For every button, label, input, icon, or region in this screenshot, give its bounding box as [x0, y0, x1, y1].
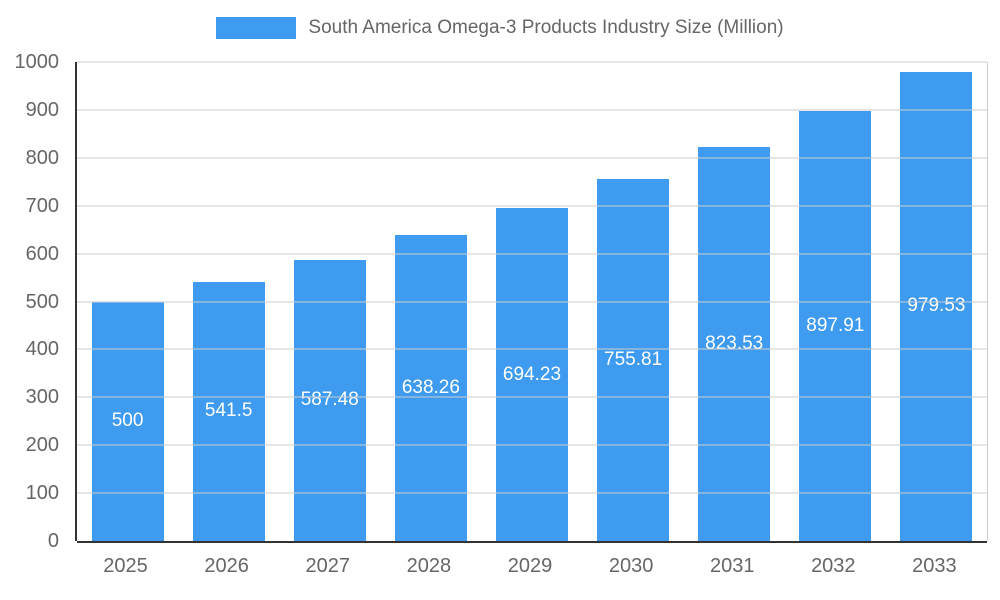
bar-slot: 694.23 — [481, 62, 582, 541]
y-tick-label: 0 — [47, 530, 59, 552]
gridline — [77, 61, 987, 63]
bar-slot: 755.81 — [583, 62, 684, 541]
gridline — [77, 444, 987, 446]
gridline — [77, 492, 987, 494]
bar-2026[interactable]: 541.5 — [192, 281, 265, 541]
y-tick-label: 600 — [25, 242, 59, 265]
gridline — [77, 396, 987, 398]
bar-2025[interactable]: 500 — [91, 301, 164, 541]
bars: 500 541.5 587.48 638.26 694.23 755.81 823.53 89… — [77, 62, 987, 541]
y-tick-label: 800 — [25, 146, 59, 169]
plot-area: 500 541.5 587.48 638.26 694.23 755.81 823.53 89… — [75, 61, 988, 543]
gridline — [77, 301, 987, 302]
bar-2029[interactable]: 694.23 — [495, 208, 568, 541]
chart-title: South America Omega-3 Products Industry … — [308, 17, 784, 38]
bar-value-label: 897.91 — [806, 314, 865, 336]
gridline — [77, 109, 987, 111]
bar-2027[interactable]: 587.48 — [293, 259, 366, 541]
x-tick-label: 2027 — [305, 555, 351, 577]
bar-value-label: 638.26 — [401, 377, 460, 399]
bar-value-label: 694.23 — [502, 363, 562, 385]
x-tick-label: 2029 — [507, 555, 553, 577]
y-tick-label: 1000 — [14, 51, 60, 73]
bar-slot: 500 — [77, 62, 178, 541]
bar-value-label: 587.48 — [300, 389, 359, 411]
bar-2030[interactable]: 755.81 — [597, 178, 670, 541]
x-tick-label: 2026 — [204, 555, 249, 577]
bar-slot: 541.5 — [178, 62, 279, 541]
legend: South America Omega-3 Products Industry … — [0, 15, 1000, 41]
gridline — [77, 253, 987, 255]
x-tick-label: 2025 — [103, 555, 148, 577]
y-tick-label: 700 — [25, 194, 59, 217]
bar-2031[interactable]: 823.53 — [698, 146, 771, 541]
y-tick-label: 300 — [25, 386, 59, 409]
x-tick-label: 2028 — [406, 555, 452, 577]
bar-slot: 638.26 — [380, 62, 481, 541]
bar-value-label: 823.53 — [705, 332, 764, 354]
bar-slot: 897.91 — [785, 62, 886, 541]
bar-2028[interactable]: 638.26 — [394, 235, 467, 541]
bar-value-label: 979.53 — [907, 295, 966, 317]
x-tick-label: 2032 — [811, 555, 856, 577]
bar-slot: 823.53 — [684, 62, 785, 541]
y-tick-label: 200 — [25, 434, 59, 457]
x-tick-label: 2030 — [608, 555, 654, 577]
bar-slot: 979.53 — [886, 62, 987, 541]
gridline — [77, 205, 987, 207]
y-tick-label: 500 — [25, 290, 59, 313]
bar-2032[interactable]: 897.91 — [799, 110, 872, 541]
x-axis-baseline — [77, 541, 987, 543]
bar-2033[interactable]: 979.53 — [900, 71, 973, 541]
y-tick-label: 100 — [25, 482, 59, 505]
bar-value-label: 755.81 — [604, 348, 663, 370]
y-tick-label: 900 — [25, 98, 59, 121]
bar-value-label: 500 — [111, 410, 144, 432]
y-tick-label: 400 — [25, 338, 59, 361]
gridline — [77, 157, 987, 159]
legend-swatch — [216, 17, 297, 39]
y-axis: 0 100 200 300 400 500 600 700 800 900 1000 — [0, 52, 67, 551]
bar-slot: 587.48 — [279, 62, 380, 541]
gridline — [77, 348, 987, 350]
bar-value-label: 541.5 — [204, 400, 253, 422]
x-axis: 2025 2026 2027 2028 2029 2030 2031 2032 2033 — [75, 555, 985, 578]
x-tick-label: 2033 — [912, 555, 957, 577]
x-tick-label: 2031 — [709, 555, 755, 577]
